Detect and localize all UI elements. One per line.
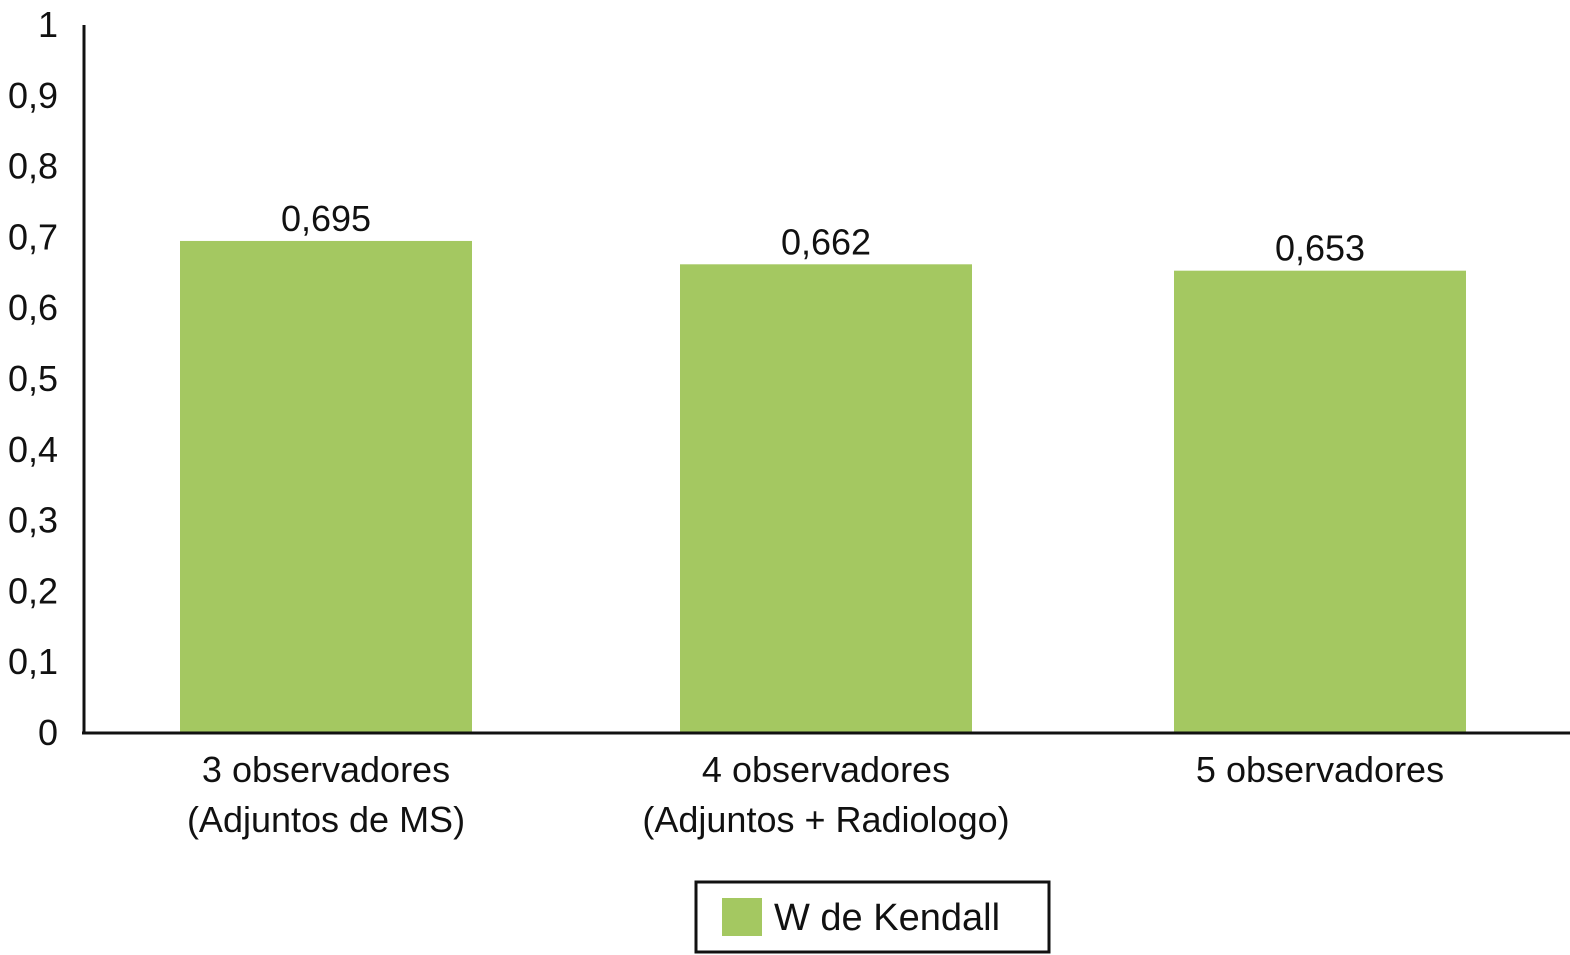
x-category-label-line: (Adjuntos de MS)	[187, 799, 465, 840]
x-category-label: 4 observadores (Adjuntos + Radiologo)	[642, 749, 1009, 840]
bar-value-label: 0,695	[281, 198, 371, 239]
y-tick-label: 0,4	[8, 429, 58, 470]
bar	[680, 264, 972, 733]
y-tick-label: 0,5	[8, 358, 58, 399]
x-category-label-line: 3 observadores	[202, 749, 450, 790]
x-category-label-line: (Adjuntos + Radiologo)	[642, 799, 1009, 840]
x-axis-category-labels: 3 observadores (Adjuntos de MS) 4 observad…	[187, 749, 1444, 840]
bar-value-label: 0,662	[781, 221, 871, 262]
legend-label: W de Kendall	[774, 897, 1000, 939]
y-tick-label: 0,1	[8, 641, 58, 682]
bar	[1174, 270, 1466, 733]
y-tick-label: 0	[38, 712, 58, 753]
bars	[180, 240, 1466, 733]
bar	[180, 240, 472, 733]
y-axis-ticks: 0 0,1 0,2 0,3 0,4 0,5 0,6 0,7 0,8 0,9 1	[8, 4, 58, 753]
y-tick-label: 0,3	[8, 500, 58, 541]
data-labels: 0,695 0,662 0,653	[281, 198, 1365, 269]
x-category-label-line: 4 observadores	[702, 749, 950, 790]
y-tick-label: 0,9	[8, 75, 58, 116]
bar-value-label: 0,653	[1275, 228, 1365, 269]
y-tick-label: 0,8	[8, 146, 58, 187]
y-tick-label: 0,6	[8, 287, 58, 328]
y-tick-label: 0,2	[8, 570, 58, 611]
x-category-label-line: 5 observadores	[1196, 749, 1444, 790]
y-tick-label: 0,7	[8, 216, 58, 257]
legend-swatch	[722, 898, 762, 936]
y-tick-label: 1	[38, 4, 58, 45]
x-category-label: 5 observadores	[1196, 749, 1444, 790]
legend: W de Kendall	[694, 880, 1051, 954]
x-category-label: 3 observadores (Adjuntos de MS)	[187, 749, 465, 840]
